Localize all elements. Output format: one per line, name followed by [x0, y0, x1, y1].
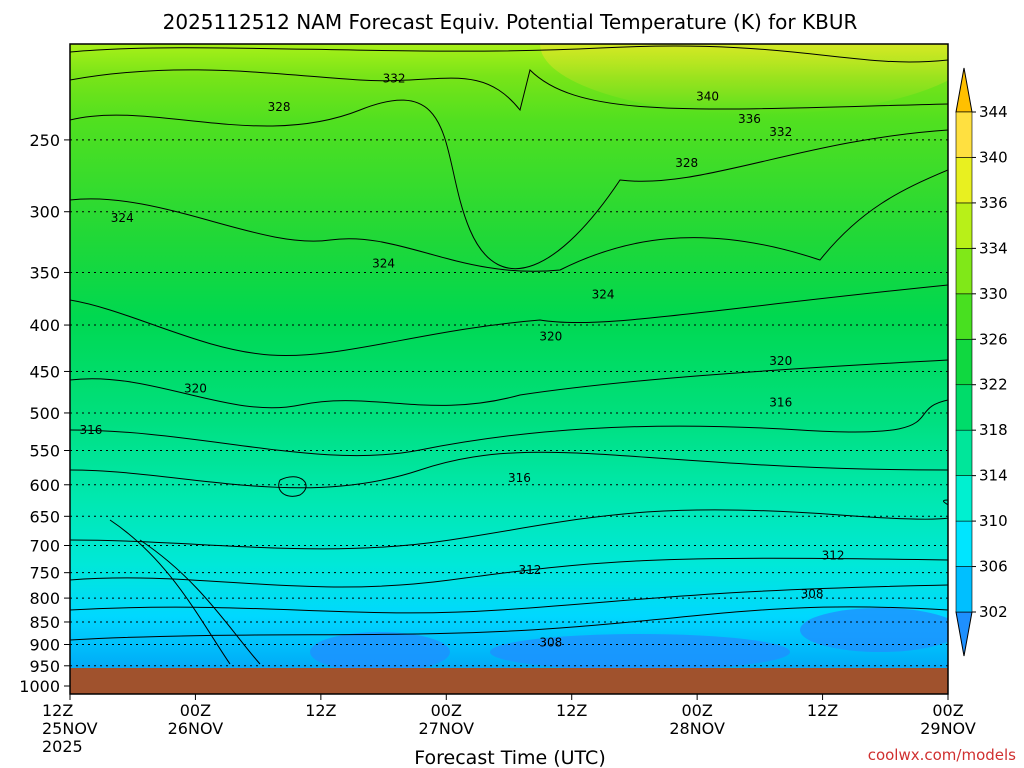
x-tick-time-4: 12Z [556, 701, 587, 720]
upper-warm-region [540, 44, 948, 114]
low-level-cold-pool-1 [310, 632, 450, 672]
x-tick-time-5: 00Z [681, 701, 712, 720]
colorbar-label-2: 310 [979, 512, 1008, 530]
colorbar-segment-9 [955, 157, 973, 204]
colorbar: 302 306 310 314 318 322 326 330 334 336 340 344 [955, 67, 1008, 657]
colorbar-segment-4 [955, 384, 973, 431]
ground-surface [70, 668, 948, 694]
contour-label-17: 308 [801, 587, 824, 601]
contour-label-0: 332 [383, 72, 406, 86]
plot-area [70, 44, 948, 694]
colorbar-label-9: 336 [979, 194, 1008, 212]
contour-label-4: 328 [268, 100, 291, 114]
x-tick-time-6: 12Z [807, 701, 838, 720]
y-tick-label-500: 500 [29, 404, 60, 423]
x-tick-date-1: 26NOV [168, 719, 224, 738]
y-tick-label-550: 550 [29, 441, 60, 460]
low-level-cold-pool-3 [800, 608, 948, 652]
colorbar-label-7: 330 [979, 285, 1008, 303]
contour-label-11: 320 [184, 382, 207, 396]
low-level-cold-pool-2 [490, 634, 790, 670]
contour-lines [70, 45, 948, 665]
colorbar-segment-5 [955, 338, 973, 386]
contour-label-1: 340 [696, 90, 719, 104]
y-tick-label-750: 750 [29, 564, 60, 583]
colorbar-segment-0 [955, 566, 973, 613]
contour-label-8: 324 [592, 287, 615, 301]
colorbar-label-8: 334 [979, 239, 1008, 257]
chart-title: 2025112512 NAM Forecast Equiv. Potential… [163, 10, 858, 34]
y-tick-label-700: 700 [29, 536, 60, 555]
y-tick-label-900: 900 [29, 635, 60, 654]
y-tick-label-300: 300 [29, 203, 60, 222]
y-tick-label-800: 800 [29, 589, 60, 608]
colorbar-label-0: 302 [979, 603, 1008, 621]
y-tick-label-950: 950 [29, 657, 60, 676]
x-axis-label: Forecast Time (UTC) [414, 747, 605, 768]
contour-label-13: 316 [79, 423, 102, 437]
colorbar-label-11: 344 [979, 103, 1008, 121]
y-tick-label-400: 400 [29, 316, 60, 335]
colorbar-label-3: 314 [979, 467, 1008, 485]
y-tick-label-450: 450 [29, 362, 60, 381]
colorbar-label-1: 306 [979, 558, 1008, 576]
colorbar-segment-1 [955, 520, 973, 567]
x-tick-date-7: 29NOV [920, 719, 976, 738]
x-tick-year-0: 2025 [42, 737, 83, 756]
colorbar-segment-3 [955, 429, 973, 476]
colorbar-segment-7 [955, 248, 973, 295]
colorbar-label-4: 318 [979, 421, 1008, 439]
colorbar-label-6: 326 [979, 330, 1008, 348]
colorbar-segment-6 [955, 293, 973, 340]
x-tick-date-5: 28NOV [669, 719, 725, 738]
contour-label-7: 324 [372, 256, 395, 270]
x-tick-date-3: 27NOV [418, 719, 474, 738]
y-tick-label-250: 250 [29, 131, 60, 150]
x-tick-time-0: 12Z [42, 701, 73, 720]
x-tick-time-3: 00Z [431, 701, 462, 720]
colorbar-segment-10 [955, 111, 973, 158]
contour-label-15: 312 [518, 563, 541, 577]
contour-labels: 332 340 336 332 328 328 324 324 324 320 320 320 316 3… [79, 72, 845, 650]
contour-label-18: 308 [539, 636, 562, 650]
colorbar-max-arrow [955, 67, 973, 113]
contour-label-16: 312 [822, 548, 845, 562]
plot-frame [69, 43, 949, 695]
y-tick-label-1000: 1000 [19, 677, 60, 696]
colorbar-segment-2 [955, 475, 973, 522]
colorbar-min-arrow [955, 611, 973, 657]
credit-text: coolwx.com/models [868, 746, 1016, 764]
x-tick-time-7: 00Z [932, 701, 963, 720]
y-tick-label-650: 650 [29, 507, 60, 526]
colorbar-label-5: 322 [979, 376, 1008, 394]
x-tick-time-1: 00Z [180, 701, 211, 720]
colorbar-segment-8 [955, 202, 973, 249]
y-tick-label-600: 600 [29, 476, 60, 495]
contour-label-10: 320 [769, 354, 792, 368]
contour-label-12: 316 [769, 396, 792, 410]
y-tick-label-350: 350 [29, 263, 60, 282]
contour-label-5: 328 [675, 156, 698, 170]
pressure-gridlines [70, 139, 948, 667]
contour-label-6: 324 [111, 211, 134, 225]
contour-label-3: 332 [769, 125, 792, 139]
colorbar-label-10: 340 [979, 148, 1008, 166]
x-tick-date-0: 25NOV [42, 719, 98, 738]
contour-label-9: 320 [539, 330, 562, 344]
contour-label-2: 336 [738, 112, 761, 126]
contour-label-14: 316 [508, 471, 531, 485]
y-tick-label-850: 850 [29, 613, 60, 632]
pressure-axis: 250 300 350 400 450 500 550 600 650 700 750 800 850 9… [19, 131, 70, 696]
x-tick-time-2: 12Z [305, 701, 336, 720]
